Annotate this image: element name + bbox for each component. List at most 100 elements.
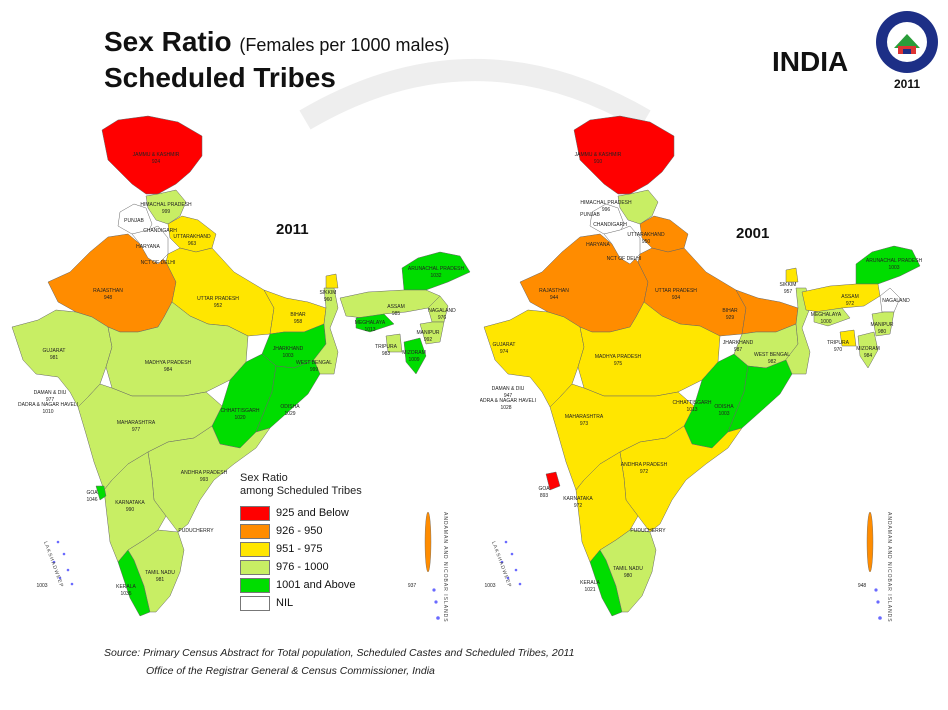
state-name-label: WEST BENGAL <box>754 352 790 358</box>
state-sk <box>325 273 339 289</box>
state-value-label: 1003 <box>36 583 47 589</box>
state-name-label: ODISHA <box>280 404 300 410</box>
state-value-label: 963 <box>188 241 197 247</box>
state-name-label: JAMMU & KASHMIR <box>133 152 180 158</box>
legend-label: 926 - 950 <box>276 525 323 537</box>
state-name-label: MAHARASHTRA <box>565 414 604 420</box>
state-value-label: 958 <box>294 319 303 325</box>
state-value-label: 1013 <box>364 327 375 333</box>
state-ga <box>95 485 107 501</box>
state-value-label: 1028 <box>500 405 511 411</box>
state-value-label: 990 <box>126 507 135 513</box>
state-name-label: TAMIL NADU <box>613 566 643 572</box>
state-hp <box>145 189 187 225</box>
state-name-label: PUDUCHERRY <box>178 528 214 534</box>
state-value-label: 980 <box>624 573 633 579</box>
state-value-label: 934 <box>672 295 681 301</box>
state-value-label: 960 <box>324 297 333 303</box>
state-value-label: 975 <box>614 361 623 367</box>
census-seal-logo: 2011 <box>876 11 938 91</box>
state-value-label: 977 <box>46 397 55 403</box>
state-value-label: 974 <box>500 349 509 355</box>
legend-item: 926 - 950 <box>240 522 380 540</box>
state-name-label: DAMAN & DIU <box>34 390 67 396</box>
state-value-label: 937 <box>408 583 417 589</box>
state-mn <box>419 321 445 345</box>
legend-item: 976 - 1000 <box>240 558 380 576</box>
state-value-label: 976 <box>438 315 447 321</box>
state-name-label: MIZORAM <box>402 350 426 356</box>
seal-year: 2011 <box>894 77 920 91</box>
state-name-label: PUNJAB <box>580 212 600 218</box>
state-name-label: MIZORAM <box>856 346 880 352</box>
state-value-label: 910 <box>594 159 603 165</box>
state-value-label: 985 <box>392 311 401 317</box>
state-name-label: MEGHALAYA <box>355 320 386 326</box>
legend: Sex Ratio among Scheduled Tribes 925 and… <box>240 472 380 612</box>
state-mz <box>857 331 879 369</box>
state-name-label: KERALA <box>580 580 600 586</box>
state-name-label: SIKKIM <box>780 282 797 288</box>
state-value-label: 993 <box>200 477 209 483</box>
state-mz <box>403 337 427 375</box>
legend-swatch <box>240 505 270 521</box>
state-value-label: 1010 <box>42 409 53 415</box>
state-value-label: 1003 <box>718 411 729 417</box>
state-name-label: MADHYA PRADESH <box>595 354 642 360</box>
legend-label: 951 - 975 <box>276 543 323 555</box>
state-name-label: JAMMU & KASHMIR <box>575 152 622 158</box>
state-name-label: UTTAR PRADESH <box>197 296 239 302</box>
state-name-label: TRIPURA <box>375 344 398 350</box>
state-value-label: 981 <box>50 355 59 361</box>
state-name-label: MEGHALAYA <box>811 312 842 318</box>
state-name-label: MADHYA PRADESH <box>145 360 192 366</box>
state-wb <box>311 287 339 375</box>
state-gj <box>483 309 585 408</box>
legend-item: 1001 and Above <box>240 576 380 594</box>
page-title: Sex Ratio (Females per 1000 males) Sched… <box>104 26 449 95</box>
state-name-label: NAGALAND <box>428 308 456 314</box>
state-hp <box>617 189 659 225</box>
state-name-label: DADRA & NAGAR HAVELI <box>18 402 78 408</box>
state-name-label: ARUNACHAL PRADESH <box>408 266 465 272</box>
state-value-label: 1029 <box>284 411 295 417</box>
title-subtitle: (Females per 1000 males) <box>239 35 450 55</box>
state-value-label: 983 <box>382 351 391 357</box>
state-name-label: MANIPUR <box>416 330 439 336</box>
state-tn <box>599 529 657 613</box>
state-name-label: GOA <box>538 486 550 492</box>
state-name-label: GUJARAT <box>493 342 516 348</box>
state-value-label: 973 <box>580 421 589 427</box>
source-note: Source: Primary Census Abstract for Tota… <box>104 644 574 680</box>
state-ml <box>355 313 395 333</box>
census-watermark <box>299 59 651 130</box>
state-od <box>727 359 793 433</box>
state-value-label: 1046 <box>86 497 97 503</box>
state-value-label: 929 <box>726 315 735 321</box>
source-line2: Office of the Registrar General & Census… <box>146 665 435 677</box>
state-gj <box>11 309 113 408</box>
state-name-label: UTTARAKHAND <box>627 232 665 238</box>
legend-label: 976 - 1000 <box>276 561 329 573</box>
state-sk <box>785 267 799 283</box>
state-value-label: 924 <box>152 159 161 165</box>
state-value-label: 944 <box>550 295 559 301</box>
lakshadweep-islands <box>52 540 74 586</box>
state-name-label: NAGALAND <box>882 298 910 304</box>
state-name-label: KARNATAKA <box>563 496 593 502</box>
state-value-label: 947 <box>504 393 513 399</box>
state-name-label: DADRA & NAGAR HAVELI <box>480 398 536 404</box>
legend-title-line2: among Scheduled Tribes <box>240 485 362 497</box>
state-nl <box>879 287 901 313</box>
state-value-label: 972 <box>640 469 649 475</box>
country-label: INDIA <box>772 46 849 77</box>
map-2011-year-label: 2011 <box>276 221 309 238</box>
state-mn <box>871 311 895 337</box>
state-jk <box>101 115 203 195</box>
state-name-label: MAHARASHTRA <box>117 420 156 426</box>
state-value-label: 1013 <box>686 407 697 413</box>
state-value-label: 1009 <box>408 357 419 363</box>
state-value-label: 952 <box>214 303 223 309</box>
